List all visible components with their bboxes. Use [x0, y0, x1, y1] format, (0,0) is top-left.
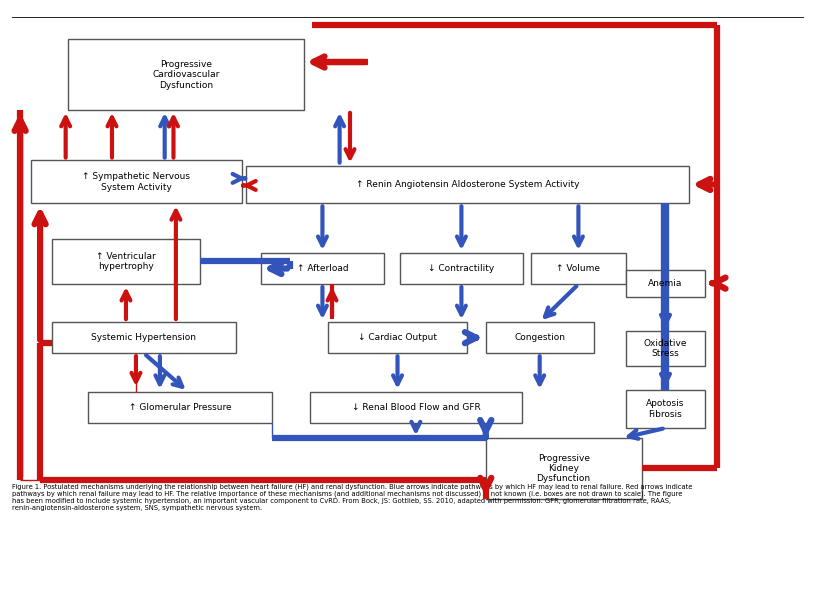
Text: Congestion: Congestion	[514, 333, 565, 342]
FancyBboxPatch shape	[328, 322, 468, 353]
Text: ↑ Volume: ↑ Volume	[557, 264, 601, 273]
Text: ↓ Contractility: ↓ Contractility	[429, 264, 495, 273]
FancyBboxPatch shape	[88, 392, 271, 423]
Text: Systemic Hypertension: Systemic Hypertension	[91, 333, 196, 342]
Text: Oxidative
Stress: Oxidative Stress	[644, 339, 687, 358]
FancyBboxPatch shape	[52, 239, 200, 284]
FancyBboxPatch shape	[399, 253, 523, 284]
Text: ↓ Renal Blood Flow and GFR: ↓ Renal Blood Flow and GFR	[351, 403, 480, 412]
Text: ↑ Ventricular
hypertrophy: ↑ Ventricular hypertrophy	[96, 252, 156, 271]
FancyBboxPatch shape	[68, 39, 304, 110]
FancyBboxPatch shape	[486, 438, 641, 499]
Text: ↑ Sympathetic Nervous
System Activity: ↑ Sympathetic Nervous System Activity	[82, 172, 191, 192]
FancyBboxPatch shape	[246, 165, 689, 203]
Text: ↑ Glomerular Pressure: ↑ Glomerular Pressure	[129, 403, 231, 412]
FancyBboxPatch shape	[627, 390, 705, 428]
FancyBboxPatch shape	[627, 331, 705, 367]
Text: ↓ Cardiac Output: ↓ Cardiac Output	[358, 333, 437, 342]
FancyBboxPatch shape	[486, 322, 593, 353]
Text: Anemia: Anemia	[648, 279, 683, 288]
Text: Figure 1. Postulated mechanisms underlying the relationship between heart failur: Figure 1. Postulated mechanisms underlyi…	[12, 483, 693, 511]
FancyBboxPatch shape	[30, 160, 242, 203]
Text: Progressive
Cardiovascular
Dysfunction: Progressive Cardiovascular Dysfunction	[152, 59, 219, 90]
FancyBboxPatch shape	[310, 392, 522, 423]
FancyBboxPatch shape	[627, 269, 705, 297]
Text: Apotosis
Fibrosis: Apotosis Fibrosis	[646, 400, 685, 419]
Text: ↑ Renin Angiotensin Aldosterone System Activity: ↑ Renin Angiotensin Aldosterone System A…	[356, 180, 579, 189]
Text: Progressive
Kidney
Dysfunction: Progressive Kidney Dysfunction	[536, 454, 591, 483]
FancyBboxPatch shape	[531, 253, 626, 284]
FancyBboxPatch shape	[52, 322, 236, 353]
FancyBboxPatch shape	[261, 253, 385, 284]
Text: ↑ Afterload: ↑ Afterload	[297, 264, 348, 273]
